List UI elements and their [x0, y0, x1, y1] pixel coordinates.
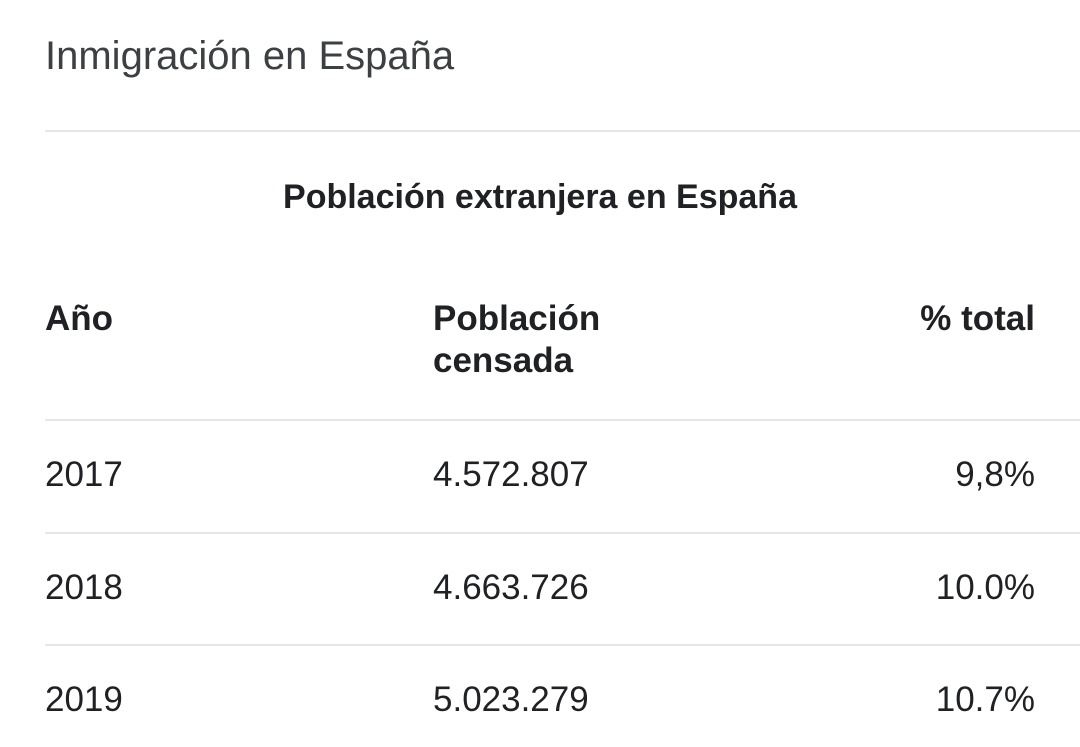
table-cell: 4.572.807	[433, 455, 589, 494]
table-cell: 2019	[45, 680, 123, 719]
table-caption: Población extranjera en España	[283, 178, 797, 216]
table-cell: 10.7%	[935, 680, 1035, 719]
table-cell: 5.023.279	[433, 680, 589, 719]
row-divider	[45, 419, 1080, 421]
row-divider	[45, 644, 1080, 646]
column-header: % total	[920, 299, 1035, 338]
divider	[45, 130, 1080, 132]
page-title: Inmigración en España	[45, 34, 455, 78]
table-cell: 2017	[45, 455, 123, 494]
column-header: Año	[45, 299, 114, 338]
table-cell: 9,8%	[955, 455, 1035, 494]
table-cell: 2018	[45, 568, 123, 607]
table-cell: 10.0%	[935, 568, 1035, 607]
row-divider	[45, 532, 1080, 534]
table-cell: 4.663.726	[433, 568, 589, 607]
column-header: Población censada	[433, 299, 601, 380]
